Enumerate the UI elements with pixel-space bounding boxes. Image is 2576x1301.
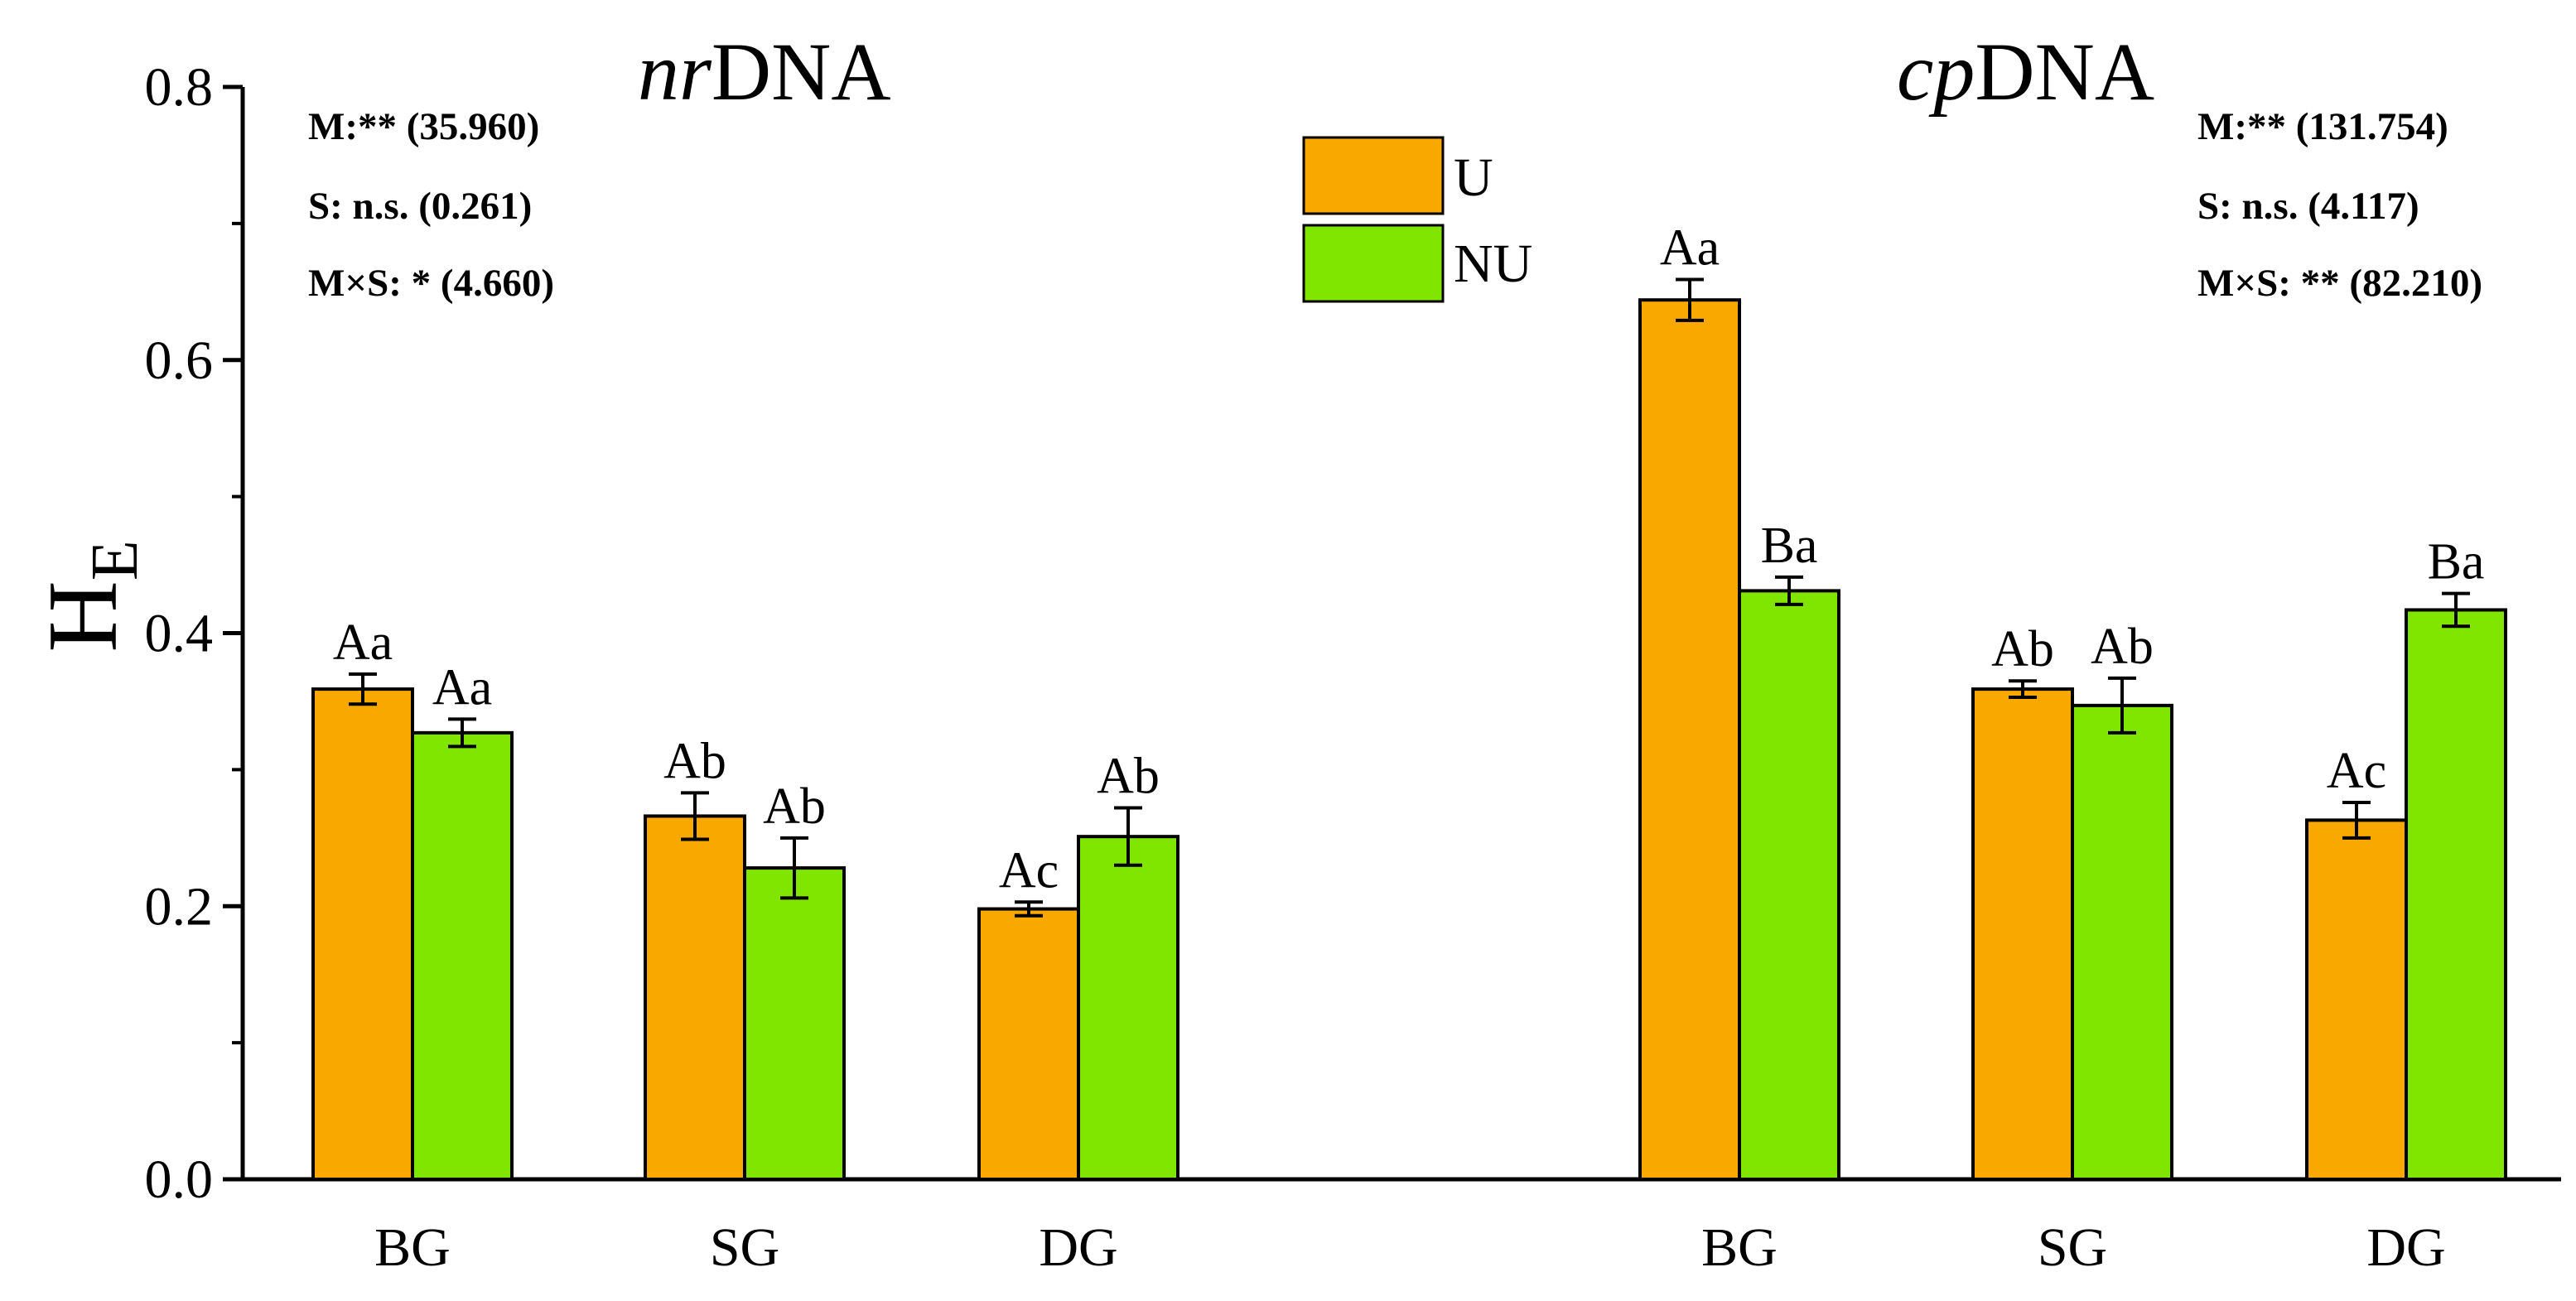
- bar-nu: [1738, 589, 1840, 1181]
- bar-u: [977, 907, 1080, 1181]
- nrdna-stat-mxs: M×S: * (4.660): [308, 262, 554, 305]
- x-category-label: SG: [710, 1217, 779, 1278]
- significance-label: Ac: [2327, 743, 2386, 799]
- nrdna-title: nrDNA: [638, 26, 891, 118]
- x-category-label: DG: [2366, 1217, 2445, 1278]
- bar-u: [644, 814, 746, 1181]
- bar-nu: [743, 866, 846, 1181]
- nrdna-stat-s: S: n.s. (0.261): [308, 185, 532, 228]
- x-category-label: BG: [1701, 1217, 1778, 1278]
- y-tick-label: 0.4: [145, 604, 214, 664]
- cpdna-stat-mxs: M×S: ** (82.210): [2197, 262, 2482, 305]
- bars: Aa Aa Ab Ab Ac Ab Aa Ba Ab Ab Ac Ba: [311, 219, 2507, 1182]
- bar-nu: [411, 730, 514, 1181]
- annotations: nrDNA cpDNA M:** (35.960) S: n.s. (0.261…: [27, 26, 2482, 653]
- significance-label: Ac: [999, 842, 1059, 899]
- significance-label: Aa: [333, 614, 393, 671]
- significance-label: Ab: [763, 778, 826, 835]
- bar-nu: [2071, 703, 2173, 1181]
- legend-label-u: U: [1454, 147, 1493, 208]
- cpdna-title: cpDNA: [1897, 26, 2154, 118]
- bar-nu: [2405, 608, 2507, 1181]
- y-axis-label: HE: [27, 540, 152, 653]
- x-category-label: BG: [374, 1217, 451, 1278]
- bar-u: [1638, 298, 1741, 1182]
- legend-swatch-u: [1302, 136, 1445, 215]
- legend-label-nu: NU: [1454, 234, 1532, 294]
- significance-label: Ba: [2428, 534, 2485, 590]
- x-category-label: DG: [1039, 1217, 1117, 1278]
- cpdna-stat-m: M:** (131.754): [2197, 105, 2448, 148]
- cpdna-stat-s: S: n.s. (4.117): [2197, 185, 2419, 228]
- y-tick-label: 0.2: [145, 876, 214, 937]
- significance-label: Aa: [432, 659, 492, 716]
- y-tick-label: 0.8: [145, 57, 214, 118]
- bar-u: [311, 687, 414, 1181]
- significance-label: Ab: [1991, 621, 2054, 677]
- legend: U NU: [1302, 136, 1532, 303]
- nrdna-stat-m: M:** (35.960): [308, 105, 539, 148]
- y-tick-label: 0.6: [145, 330, 214, 391]
- x-category-label: SG: [2038, 1217, 2107, 1278]
- legend-swatch-nu: [1302, 224, 1445, 303]
- y-tick-label: 0.0: [145, 1149, 214, 1210]
- bar-u: [2305, 818, 2408, 1181]
- bar-u: [1971, 687, 2074, 1181]
- significance-label: Ab: [663, 733, 726, 789]
- significance-label: Aa: [1660, 219, 1720, 276]
- axes: 0.0 0.2 0.4 0.6 0.8 BG SG DG BG SG DG: [145, 57, 2561, 1278]
- bar-nu: [1077, 835, 1179, 1181]
- significance-label: Ab: [1097, 749, 1160, 805]
- significance-label: Ab: [2091, 619, 2154, 675]
- significance-label: Ba: [1761, 518, 1818, 574]
